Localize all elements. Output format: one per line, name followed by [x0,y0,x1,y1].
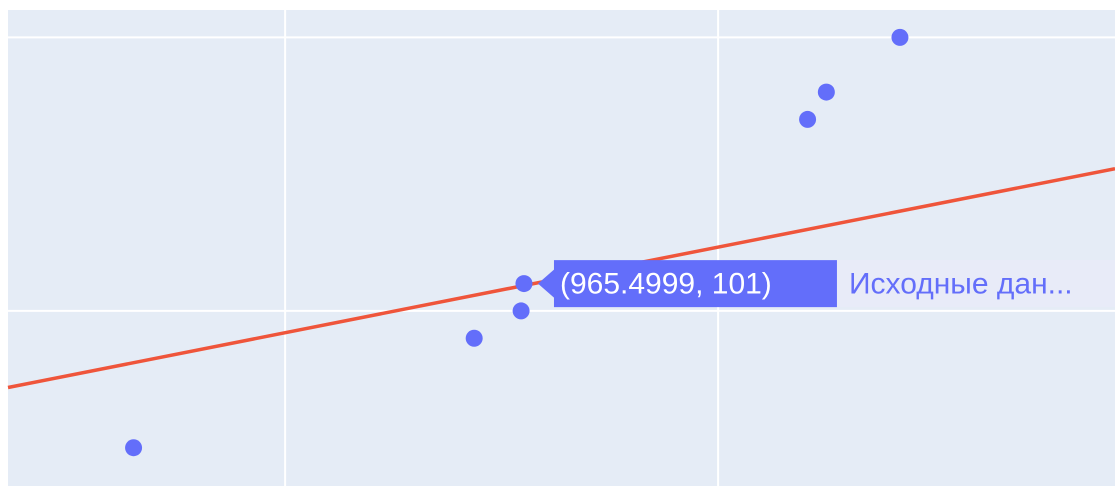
hover-label: (965.4999, 101) Исходные дан... [537,260,1115,308]
data-point [515,275,533,293]
data-point [512,302,530,320]
hover-name: Исходные дан... [849,267,1073,300]
hover-name-box [836,260,1115,308]
data-point [465,329,483,347]
data-point [799,110,817,128]
hover-box [537,260,837,308]
data-point [125,439,143,457]
plot-area [8,10,1115,486]
data-point [891,28,909,46]
hover-text: (965.4999, 101) [560,267,772,300]
data-point [817,83,835,101]
